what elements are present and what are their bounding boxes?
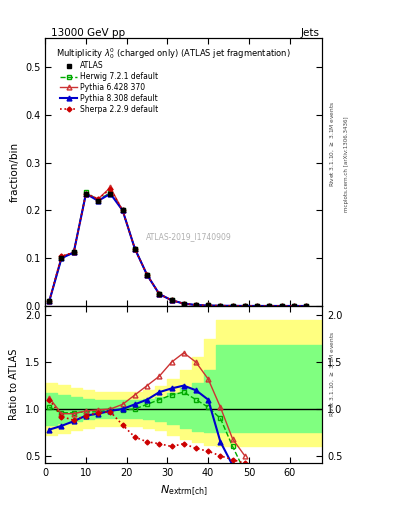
Legend: ATLAS, Herwig 7.2.1 default, Pythia 6.428 370, Pythia 8.308 default, Sherpa 2.2.: ATLAS, Herwig 7.2.1 default, Pythia 6.42…: [57, 58, 162, 117]
X-axis label: $N_{\mathrm{extrm[ch]}}$: $N_{\mathrm{extrm[ch]}}$: [160, 484, 208, 498]
Text: 13000 GeV pp: 13000 GeV pp: [51, 28, 125, 38]
Text: Rivet 3.1.10, $\geq$ 3.1M events: Rivet 3.1.10, $\geq$ 3.1M events: [328, 100, 336, 186]
Text: mcplots.cern.ch [arXiv:1306.3436]: mcplots.cern.ch [arXiv:1306.3436]: [344, 116, 349, 211]
Text: ATLAS-2019_I1740909: ATLAS-2019_I1740909: [147, 232, 232, 241]
Text: Jets: Jets: [301, 28, 320, 38]
Y-axis label: Ratio to ATLAS: Ratio to ATLAS: [9, 349, 19, 420]
Y-axis label: fraction/bin: fraction/bin: [9, 142, 19, 202]
Text: Rivet 3.1.10, $\geq$ 3.1M events: Rivet 3.1.10, $\geq$ 3.1M events: [328, 331, 336, 417]
Text: Multiplicity $\lambda_0^0$ (charged only) (ATLAS jet fragmentation): Multiplicity $\lambda_0^0$ (charged only…: [56, 47, 291, 61]
